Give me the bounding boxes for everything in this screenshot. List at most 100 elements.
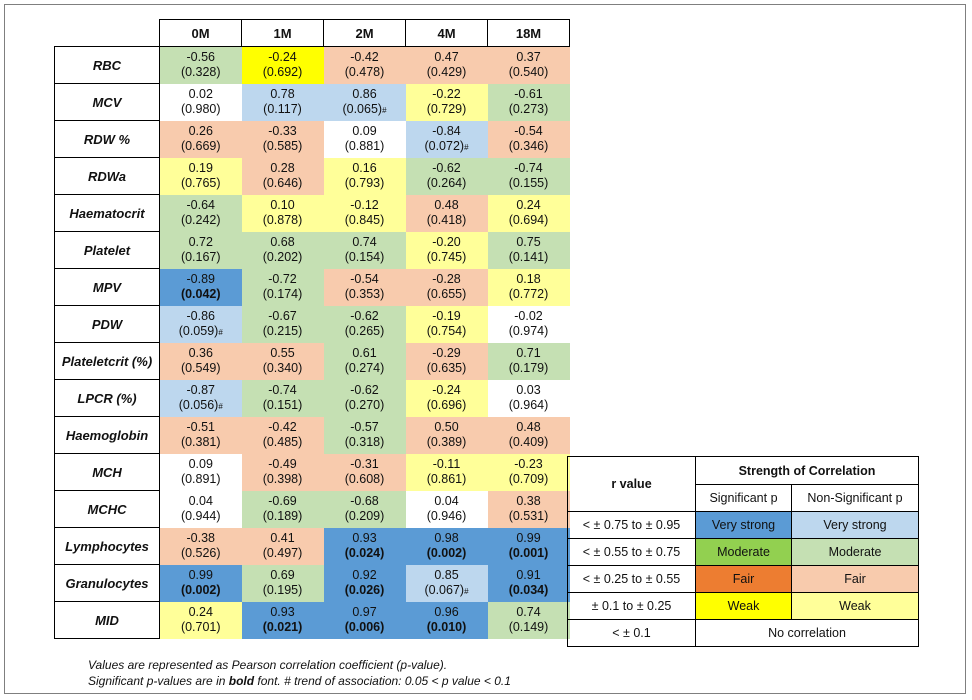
p-value: (0.346) [488,139,570,154]
correlation-cell: 0.48 (0.418) [405,194,488,232]
p-value-text: (0.478) [344,65,385,80]
p-value-text: (0.001) [508,546,549,560]
p-value-text: (0.429) [426,65,467,80]
correlation-cell: -0.61 (0.273) [487,83,570,121]
r-value: 0.86 [352,87,377,101]
correlation-cell: 0.72 (0.167) [159,231,242,269]
correlation-cell: -0.86 (0.059)# [159,305,242,343]
p-value-text: (0.381) [180,435,221,449]
r-value: -0.74 [514,161,543,175]
table-notes: Values are represented as Pearson correl… [88,657,511,689]
p-value-text: (0.117) [263,102,302,116]
r-value: -0.33 [268,124,297,138]
p-value: (0.549) [160,361,242,376]
legend-table: r value Strength of Correlation Signific… [567,456,919,647]
correlation-cell: -0.68 (0.209) [323,490,406,528]
correlation-cell: 0.69 (0.195) [241,564,324,602]
correlation-cell: 0.48 (0.409) [487,416,570,454]
legend-nonsignificant-header: Non-Significant p [791,484,919,512]
p-value: (0.179) [488,361,570,376]
r-value: 0.09 [188,457,213,471]
legend-significant-swatch: Fair [695,565,792,593]
p-value: (0.167) [160,250,242,265]
p-value-text: (0.274) [344,361,385,375]
p-value: (0.065)# [324,102,406,117]
p-value: (0.072)# [406,139,488,154]
p-value: (0.891) [160,472,242,487]
correlation-cell: -0.51 (0.381) [159,416,242,454]
r-value: 0.24 [188,605,213,619]
correlation-cell: 0.47 (0.429) [405,46,488,84]
p-value-text: (0.549) [180,361,221,375]
correlation-cell: 0.04 (0.944) [159,490,242,528]
correlation-cell: -0.64 (0.242) [159,194,242,232]
correlation-cell: 0.26 (0.669) [159,120,242,158]
correlation-cell: -0.67 (0.215) [241,305,324,343]
p-value-text: (0.692) [262,65,303,80]
note-line-1: Values are represented as Pearson correl… [88,658,448,672]
trend-marker: # [218,402,223,411]
p-value: (0.526) [160,546,242,561]
p-value-text: (0.179) [508,361,549,375]
correlation-cell: -0.89 (0.042) [159,268,242,306]
correlation-cell: -0.57 (0.318) [323,416,406,454]
p-value-text: (0.265) [344,324,385,338]
correlation-cell: 0.09 (0.881) [323,120,406,158]
row-label: Haematocrit [54,194,160,232]
correlation-cell: -0.22 (0.729) [405,83,488,121]
p-value: (0.174) [242,287,324,302]
p-value-text: (0.209) [344,509,385,523]
p-value: (0.006) [324,620,406,635]
p-value-text: (0.646) [262,176,303,190]
p-value: (0.353) [324,287,406,302]
correlation-cell: 0.98 (0.002) [405,527,488,565]
row-label: RDW % [54,120,160,158]
correlation-cell: 0.04 (0.946) [405,490,488,528]
correlation-cell: -0.31 (0.608) [323,453,406,491]
correlation-cell: 0.55 (0.340) [241,342,324,380]
p-value-text: (0.202) [262,250,303,264]
p-value-text: (0.353) [344,287,385,301]
p-value-text: (0.729) [426,102,467,116]
p-value: (0.034) [488,583,570,598]
p-value-text: (0.024) [344,546,385,560]
column-header: 2M [323,19,406,47]
correlation-cell: -0.74 (0.155) [487,157,570,195]
correlation-cell: -0.72 (0.174) [241,268,324,306]
legend-row: < ± 0.55 to ± 0.75 Moderate Moderate [567,538,919,566]
legend-range: < ± 0.55 to ± 0.75 [567,538,696,566]
correlation-cell: -0.54 (0.346) [487,120,570,158]
p-value: (0.754) [406,324,488,339]
correlation-cell: -0.87 (0.056)# [159,379,242,417]
correlation-table: 0M 1M 2M 4M 18M RBC -0.56 (0.328) -0.24 (0.6… [54,19,570,639]
correlation-cell: 0.99 (0.002) [159,564,242,602]
p-value-text: (0.881) [344,139,385,153]
p-value-text: (0.669) [180,139,221,153]
p-value-text: (0.389) [426,435,467,449]
r-value: -0.84 [432,124,461,138]
r-value: 0.26 [188,124,213,138]
p-value-text: (0.944) [180,509,221,523]
r-value: -0.28 [432,272,461,286]
trend-marker: # [464,143,469,152]
correlation-cell: -0.54 (0.353) [323,268,406,306]
r-value: 0.04 [188,494,213,508]
correlation-cell: 0.99 (0.001) [487,527,570,565]
p-value-text: (0.155) [508,176,549,190]
note-post: font. # trend of association: 0.05 < p v… [254,674,511,688]
correlation-cell: 0.96 (0.010) [405,601,488,639]
p-value: (0.585) [242,139,324,154]
correlation-cell: -0.33 (0.585) [241,120,324,158]
p-value: (0.709) [488,472,570,487]
p-value: (0.881) [324,139,406,154]
p-value-text: (0.540) [508,65,549,80]
p-value: (0.861) [406,472,488,487]
legend-range: ± 0.1 to ± 0.25 [567,592,696,620]
row-label: MID [54,601,160,639]
p-value: (0.485) [242,435,324,450]
table-row: MPV -0.89 (0.042) -0.72 (0.174) -0.54 (0.353) -… [54,268,570,306]
legend-range: < ± 0.25 to ± 0.55 [567,565,696,593]
correlation-cell: 0.24 (0.701) [159,601,242,639]
p-value-text: (0.270) [344,398,385,412]
p-value: (0.042) [160,287,242,302]
